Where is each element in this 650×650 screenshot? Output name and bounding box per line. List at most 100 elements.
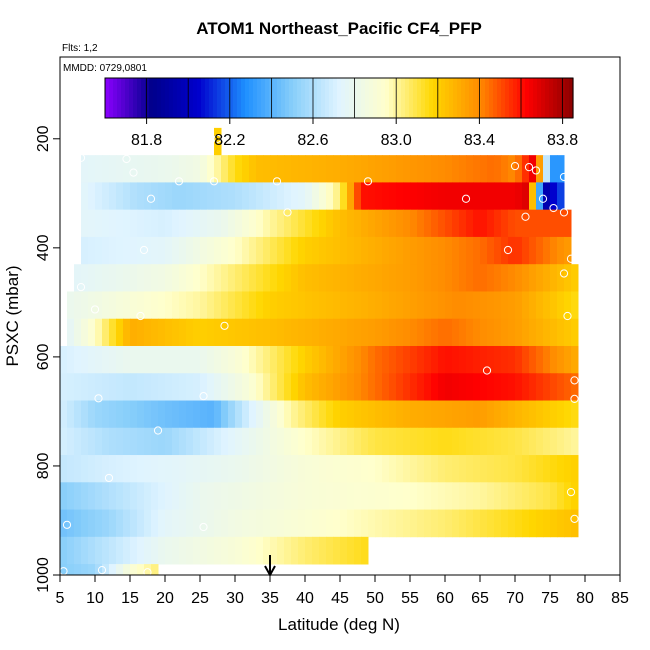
- colorbar-segment: [509, 78, 514, 118]
- heatmap-cell: [536, 482, 544, 510]
- colorbar-segment: [345, 78, 350, 118]
- heatmap-cell: [494, 482, 502, 510]
- colorbar-segment: [293, 78, 298, 118]
- heatmap-cell: [95, 182, 103, 211]
- heatmap-cell: [438, 345, 446, 374]
- heatmap-cell: [193, 536, 201, 565]
- heatmap-cell: [333, 455, 341, 483]
- heatmap-cell: [151, 291, 159, 320]
- heatmap-cell: [158, 155, 166, 183]
- heatmap-cell: [480, 400, 488, 429]
- heatmap-cell: [186, 509, 194, 538]
- colorbar-segment: [445, 78, 450, 118]
- heatmap-cell: [158, 182, 166, 211]
- colorbar-segment: [225, 78, 230, 118]
- heatmap-cell: [480, 318, 488, 347]
- heatmap-cell: [200, 482, 208, 510]
- heatmap-cell: [102, 182, 110, 211]
- x-tick-label: 55: [401, 590, 419, 607]
- heatmap-cell: [368, 509, 376, 538]
- heatmap-cell: [382, 291, 390, 320]
- x-tick-label: 40: [296, 590, 314, 607]
- heatmap-cell: [312, 345, 320, 374]
- heatmap-cell: [116, 373, 124, 401]
- heatmap-cell: [263, 509, 271, 538]
- colorbar-segment: [169, 78, 174, 118]
- heatmap-cell: [480, 182, 488, 211]
- heatmap-cell: [151, 209, 159, 238]
- heatmap-cell: [221, 318, 229, 347]
- colorbar-segment: [117, 78, 122, 118]
- heatmap-cell: [445, 182, 453, 211]
- heatmap-cell: [403, 155, 411, 183]
- heatmap-cell: [221, 182, 229, 211]
- colorbar-segment: [185, 78, 190, 118]
- heatmap-cell: [137, 536, 145, 565]
- heatmap-cell: [291, 155, 299, 183]
- heatmap-cell: [361, 264, 369, 292]
- heatmap-cell: [291, 182, 299, 211]
- heatmap-cell: [256, 455, 264, 483]
- heatmap-cell: [186, 455, 194, 483]
- heatmap-cell: [312, 264, 320, 292]
- heatmap-cell: [312, 209, 320, 238]
- heatmap-cell: [452, 155, 460, 183]
- heatmap-cell: [508, 373, 516, 401]
- heatmap-cell: [347, 455, 355, 483]
- heatmap-cell: [543, 400, 551, 429]
- heatmap-cell: [382, 509, 390, 538]
- heatmap-cell: [242, 236, 250, 265]
- colorbar-tick-label: 83.0: [381, 132, 412, 149]
- heatmap-cell: [522, 264, 530, 292]
- heatmap-cell: [403, 455, 411, 483]
- heatmap-cell: [270, 482, 278, 510]
- heatmap-cell: [88, 209, 96, 238]
- heatmap-cell: [242, 427, 250, 456]
- heatmap-cell: [543, 427, 551, 456]
- heatmap-cell: [249, 209, 257, 238]
- heatmap-cell: [172, 264, 180, 292]
- heatmap-cell: [193, 264, 201, 292]
- heatmap-cell: [200, 209, 208, 238]
- heatmap-cell: [277, 427, 285, 456]
- heatmap-cell: [536, 182, 544, 211]
- heatmap-cell: [333, 509, 341, 538]
- heatmap-cell: [445, 291, 453, 320]
- heatmap-cell: [298, 209, 306, 238]
- heatmap-cell: [354, 264, 362, 292]
- heatmap-cell: [256, 509, 264, 538]
- x-tick-label: 20: [156, 590, 174, 607]
- heatmap-cell: [557, 482, 565, 510]
- heatmap-cell: [67, 427, 75, 456]
- heatmap-cell: [256, 291, 264, 320]
- heatmap-cell: [200, 427, 208, 456]
- heatmap-cell: [116, 155, 124, 183]
- colorbar-segment: [369, 78, 374, 118]
- heatmap-cell: [74, 400, 82, 429]
- heatmap-cell: [151, 236, 159, 265]
- heatmap-cell: [298, 400, 306, 429]
- heatmap-cell: [515, 427, 523, 456]
- colorbar-segment: [421, 78, 426, 118]
- heatmap-cell: [312, 155, 320, 183]
- heatmap-cell: [221, 427, 229, 456]
- colorbar-segment: [249, 78, 254, 118]
- colorbar-segment: [437, 78, 442, 118]
- heatmap-cell: [214, 373, 222, 401]
- heatmap-cell: [81, 291, 89, 320]
- heatmap-cell: [263, 400, 271, 429]
- heatmap-cell: [340, 536, 348, 565]
- colorbar-segment: [153, 78, 158, 118]
- colorbar-segment: [529, 78, 534, 118]
- colorbar-segment: [197, 78, 202, 118]
- heatmap-cell: [305, 345, 313, 374]
- heatmap-cell: [354, 482, 362, 510]
- heatmap-cell: [550, 236, 558, 265]
- heatmap-cell: [459, 236, 467, 265]
- heatmap-cell: [396, 236, 404, 265]
- heatmap-cell: [319, 155, 327, 183]
- heatmap-cell: [165, 427, 173, 456]
- colorbar-segment: [405, 78, 410, 118]
- sample-point: [570, 514, 579, 523]
- heatmap-cell: [151, 345, 159, 374]
